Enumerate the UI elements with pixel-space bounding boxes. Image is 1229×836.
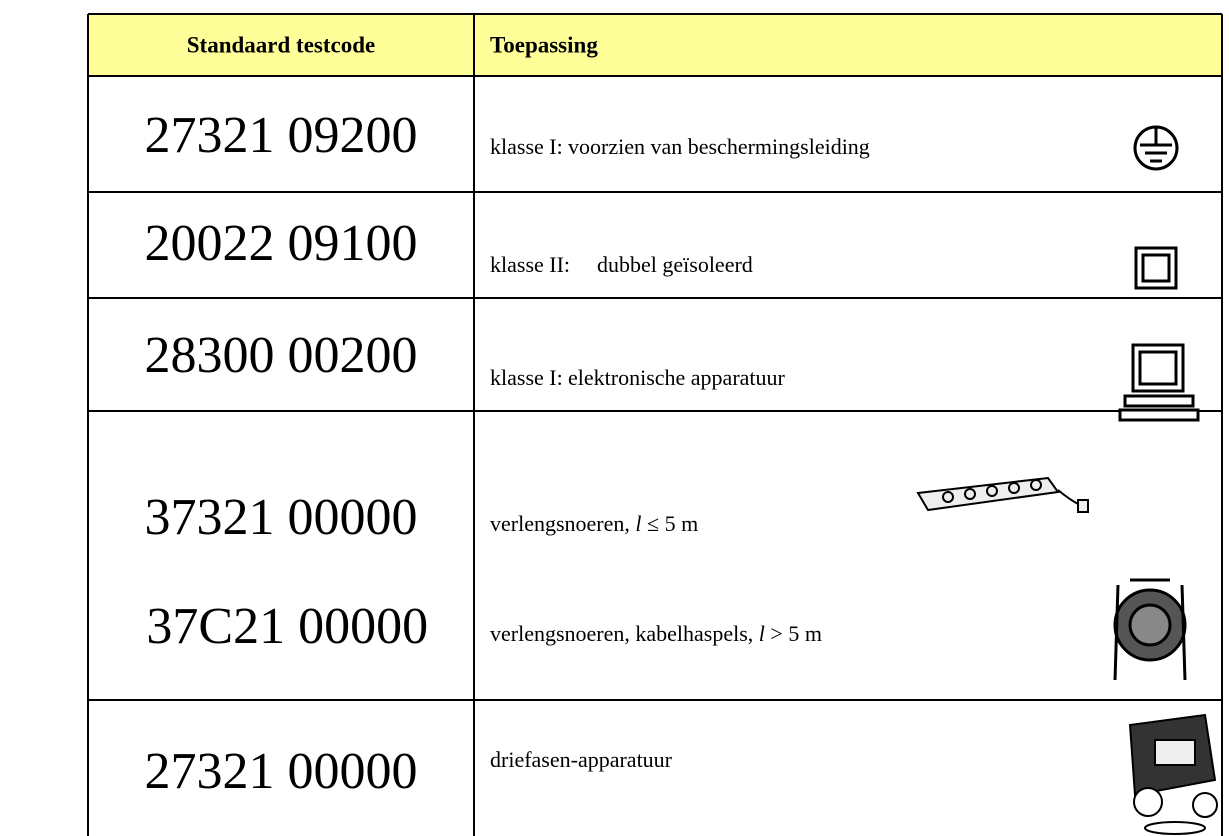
test-code: 27321 00000 [144,743,418,800]
length-symbol: l [758,621,765,646]
application-text: dubbel geïsoleerd [597,252,753,277]
class-label: klasse I: [490,134,563,159]
class-label: klasse II: [490,252,571,277]
computer-icon [1118,343,1200,422]
double-insulation-icon [1134,246,1178,290]
test-code: 27321 09200 [144,107,418,164]
application-text: driefasen-apparatuur [490,747,673,772]
application-text: voorzien van beschermingsleiding [568,134,870,159]
power-strip-image [916,476,1089,513]
test-code: 37321 00000 [144,489,418,546]
application-text: verlengsnoeren, kabelhaspels, l > 5 m [490,623,822,645]
class-label: klasse I: [490,365,563,390]
text-part: ≤ 5 m [641,511,699,536]
header-fill [88,14,1222,76]
test-code: 37C21 00000 [146,598,429,655]
header-cell: Toepassing [490,32,598,58]
header-cell: Standaard testcode [186,32,376,58]
test-code: 28300 00200 [144,327,418,384]
text-part: verlengsnoeren, [490,511,636,536]
text-part: verlengsnoeren, kabelhaspels, [490,621,759,646]
cable-reel-image [1113,578,1187,681]
test-code: 20022 09100 [144,215,418,272]
application-text: verlengsnoeren, l ≤ 5 m [490,513,698,535]
application-text: elektronische apparatuur [568,365,785,390]
text-part: > 5 m [764,621,822,646]
earth-icon [1133,125,1179,171]
generator-image [1128,713,1218,835]
length-symbol: l [635,511,642,536]
